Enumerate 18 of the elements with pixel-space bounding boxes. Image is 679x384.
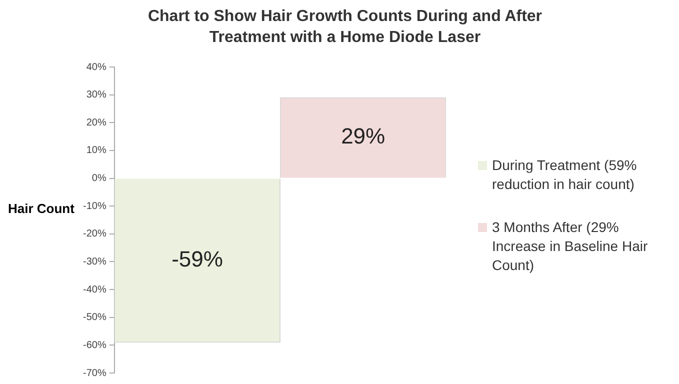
y-tick-label: -40% (82, 284, 106, 296)
y-tick-label: 20% (86, 117, 106, 128)
y-tick-label: -10% (82, 200, 106, 212)
y-tick-label: -50% (82, 312, 106, 324)
y-tick-label: 10% (86, 145, 106, 156)
y-tick-label: -20% (82, 228, 106, 240)
y-axis-title: Hair Count (8, 201, 74, 216)
y-tick-label: 30% (86, 90, 106, 101)
legend-label: During Treatment (59% reduction in hair count) (492, 156, 638, 194)
y-tick-label: 0% (92, 173, 106, 184)
y-tick-label: -60% (82, 340, 106, 351)
chart-title: Chart to Show Hair Growth Counts During and After Treatment with a Home Diode Laser (146, 7, 544, 48)
y-tick-label: -70% (82, 368, 106, 379)
data-label: -59% (172, 246, 223, 272)
legend-label: 3 Months After (29% Increase in Baseline Hair Count) (492, 218, 649, 275)
data-label: 29% (341, 124, 386, 149)
y-tick-label: -30% (82, 256, 106, 268)
y-tick-label: 40% (86, 62, 106, 73)
